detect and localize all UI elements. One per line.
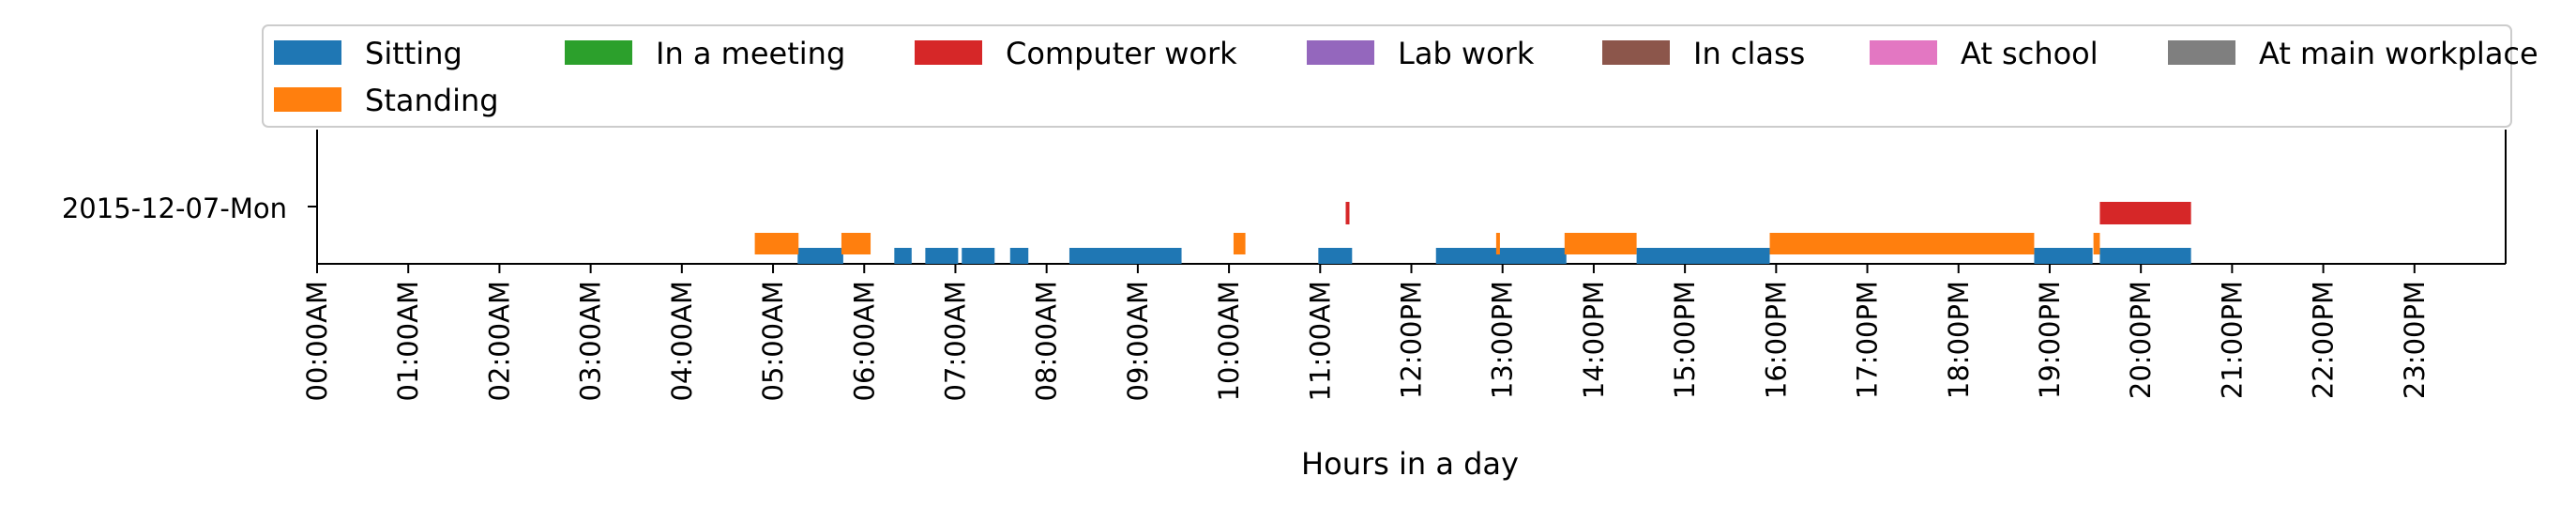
legend-label-lab-work: Lab work bbox=[1398, 36, 1535, 71]
legend-label-at-school: At school bbox=[1961, 36, 2099, 71]
computer-work-bar-1 bbox=[2099, 202, 2191, 224]
standing-bar-3 bbox=[1495, 233, 1500, 254]
legend-item-sitting: Sitting bbox=[274, 36, 462, 71]
legend-item-computer-work: Computer work bbox=[915, 36, 1237, 71]
x-tick-label-13: 13:00PM bbox=[1487, 281, 1519, 399]
x-tick-label-15: 15:00PM bbox=[1669, 281, 1701, 399]
sitting-bar-8 bbox=[1636, 248, 1770, 264]
sitting-bar-10 bbox=[2099, 248, 2191, 264]
x-tick-label-12: 12:00PM bbox=[1396, 281, 1428, 399]
standing-bar-5 bbox=[1769, 233, 2035, 254]
legend-item-in-a-meeting: In a meeting bbox=[565, 36, 845, 71]
legend-swatch-sitting bbox=[274, 40, 341, 65]
legend-swatch-in-class bbox=[1602, 40, 1670, 65]
x-tick-label-11: 11:00AM bbox=[1304, 281, 1336, 401]
legend-item-at-school: At school bbox=[1870, 36, 2099, 71]
legend-label-in-class: In class bbox=[1693, 36, 1805, 71]
legend-swatch-at-main-workplace bbox=[2168, 40, 2235, 65]
y-tick-label-date: 2015-12-07-Mon bbox=[62, 192, 287, 224]
standing-bar-4 bbox=[1564, 233, 1637, 254]
legend-item-at-main-workplace: At main workplace bbox=[2168, 36, 2538, 71]
x-tick-label-18: 18:00PM bbox=[1943, 281, 1975, 399]
x-tick-label-20: 20:00PM bbox=[2125, 281, 2157, 399]
legend: Sitting Standing In a meeting Computer work… bbox=[262, 24, 2538, 128]
x-tick-label-3: 03:00AM bbox=[575, 281, 607, 401]
x-tick-label-5: 05:00AM bbox=[757, 281, 789, 401]
x-tick-label-19: 19:00PM bbox=[2034, 281, 2066, 399]
x-tick-label-0: 00:00AM bbox=[301, 281, 333, 401]
x-tick-label-6: 06:00AM bbox=[848, 281, 880, 401]
sitting-bar-4 bbox=[1009, 248, 1029, 264]
standing-bar-0 bbox=[754, 233, 799, 254]
x-tick-label-9: 09:00AM bbox=[1122, 281, 1154, 401]
x-tick-label-23: 23:00PM bbox=[2399, 281, 2431, 399]
sitting-bar-2 bbox=[925, 248, 959, 264]
computer-work-bar-0 bbox=[1345, 202, 1350, 224]
x-tick-label-1: 01:00AM bbox=[392, 281, 424, 401]
sitting-bar-7 bbox=[1435, 248, 1567, 264]
legend-label-computer-work: Computer work bbox=[1006, 36, 1237, 71]
x-tick-label-16: 16:00PM bbox=[1760, 281, 1792, 399]
sitting-bar-3 bbox=[962, 248, 995, 264]
legend-frame bbox=[262, 24, 2512, 128]
x-tick-label-7: 07:00AM bbox=[939, 281, 971, 401]
legend-item-standing: Standing bbox=[274, 83, 499, 118]
sitting-bar-5 bbox=[1068, 248, 1182, 264]
legend-label-sitting: Sitting bbox=[365, 36, 462, 71]
x-tick-label-4: 04:00AM bbox=[666, 281, 698, 401]
legend-swatch-at-school bbox=[1870, 40, 1937, 65]
legend-label-at-main-workplace: At main workplace bbox=[2259, 36, 2538, 71]
legend-label-in-a-meeting: In a meeting bbox=[656, 36, 845, 71]
standing-bar-1 bbox=[841, 233, 871, 254]
sitting-bar-6 bbox=[1318, 248, 1353, 264]
x-tick-label-22: 22:00PM bbox=[2308, 281, 2340, 399]
legend-swatch-in-a-meeting bbox=[565, 40, 632, 65]
standing-bar-6 bbox=[2093, 233, 2100, 254]
legend-swatch-standing bbox=[274, 87, 341, 112]
x-axis: 00:00AM 01:00AM 02:00AM 03:00AM 04:00AM 05:00… bbox=[301, 264, 2431, 401]
x-tick-label-8: 08:00AM bbox=[1031, 281, 1063, 401]
legend-swatch-computer-work bbox=[915, 40, 982, 65]
legend-item-in-class: In class bbox=[1602, 36, 1805, 71]
x-tick-label-21: 21:00PM bbox=[2216, 281, 2248, 399]
legend-label-standing: Standing bbox=[365, 83, 499, 118]
sitting-bar-9 bbox=[2034, 248, 2093, 264]
standing-bar-2 bbox=[1233, 233, 1246, 254]
sitting-bar-0 bbox=[797, 248, 843, 264]
sitting-bar-1 bbox=[894, 248, 912, 264]
x-tick-label-2: 02:00AM bbox=[483, 281, 515, 401]
legend-swatch-lab-work bbox=[1307, 40, 1374, 65]
legend-item-lab-work: Lab work bbox=[1307, 36, 1535, 71]
x-tick-label-10: 10:00AM bbox=[1213, 281, 1245, 401]
x-axis-title: Hours in a day bbox=[1301, 446, 1519, 482]
plot-area bbox=[308, 130, 2507, 265]
x-tick-label-14: 14:00PM bbox=[1578, 281, 1610, 399]
x-tick-label-17: 17:00PM bbox=[1852, 281, 1884, 399]
